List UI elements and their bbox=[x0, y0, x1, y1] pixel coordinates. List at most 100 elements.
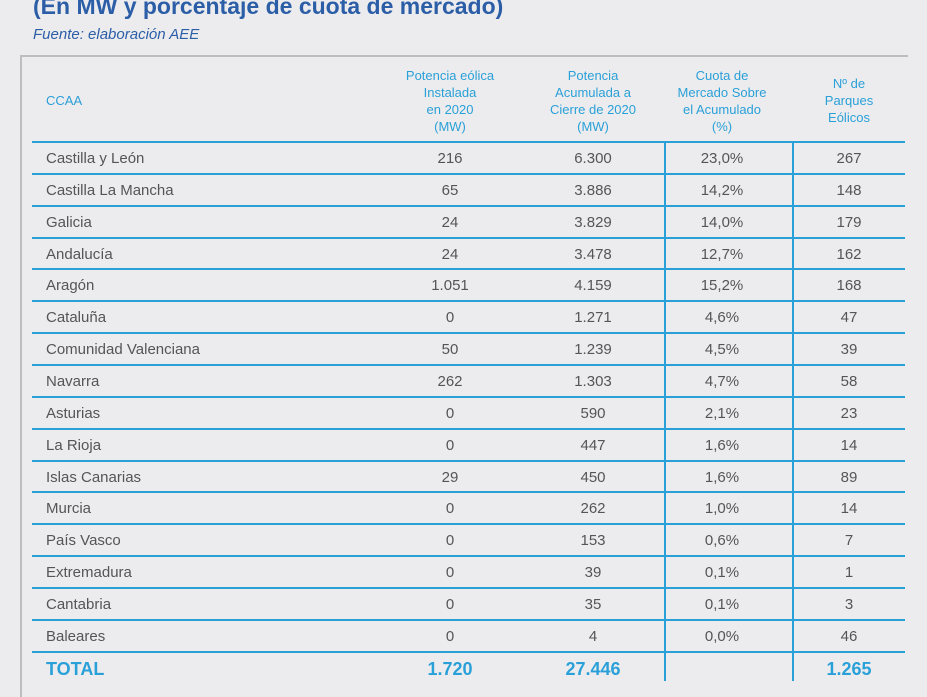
table-row: Aragón 1.051 4.159 15,2% 168 bbox=[32, 268, 905, 302]
installed-2020-cell: 0 bbox=[445, 404, 455, 422]
accumulated-cell: 6.300 bbox=[574, 150, 612, 167]
column-header: CCAA bbox=[46, 93, 83, 108]
table-row: La Rioja 0 447 1,6% 14 bbox=[32, 427, 905, 462]
market-share-cell: 23,0% bbox=[700, 150, 744, 167]
accumulated-cell: 1.239 bbox=[574, 341, 612, 359]
region-cell: Comunidad Valenciana bbox=[46, 341, 200, 359]
column-header: Cuota de Mercado Sobre el Acumulado (%) bbox=[677, 68, 767, 134]
source-note: Fuente: elaboración AEE bbox=[33, 26, 200, 43]
installed-2020-cell: 50 bbox=[441, 341, 459, 359]
market-share-cell: 0,6% bbox=[704, 532, 740, 550]
table-row: Asturias 0 590 2,1% 23 bbox=[32, 395, 905, 430]
market-share-cell: 12,7% bbox=[700, 245, 744, 263]
column-header: Potencia Acumulada a Cierre de 2020 (MW) bbox=[550, 68, 636, 134]
table-frame bbox=[20, 55, 908, 697]
region-cell: Baleares bbox=[46, 627, 106, 645]
parks-cell: 39 bbox=[840, 341, 858, 359]
table-row: Cantabria 0 35 0,1% 3 bbox=[32, 586, 905, 621]
table-row: Andalucía 24 3.478 12,7% 162 bbox=[32, 236, 905, 271]
table-row: Murcia 0 262 1,0% 14 bbox=[32, 491, 905, 525]
accumulated-cell: 262 bbox=[580, 500, 606, 518]
column-divider bbox=[664, 141, 666, 681]
region-cell: Castilla y León bbox=[46, 150, 145, 167]
installed-2020-cell: 24 bbox=[441, 245, 459, 263]
installed-2020-cell: 0 bbox=[445, 309, 455, 327]
column-divider bbox=[792, 141, 794, 681]
region-cell: Cantabria bbox=[46, 595, 112, 613]
column-header: Potencia eólica Instalada en 2020 (MW) bbox=[405, 68, 495, 134]
accumulated-cell: 3.886 bbox=[574, 181, 612, 199]
accumulated-cell: 447 bbox=[580, 436, 606, 454]
parks-cell: 89 bbox=[840, 468, 858, 486]
market-share-cell: 0,1% bbox=[704, 564, 740, 582]
table-row: Castilla y León 216 6.300 23,0% 267 bbox=[32, 141, 905, 175]
installed-2020-cell: 0 bbox=[445, 595, 455, 613]
installed-2020-cell: 262 bbox=[437, 372, 463, 390]
parks-cell: 162 bbox=[836, 245, 862, 263]
parks-cell: 46 bbox=[840, 627, 858, 645]
accumulated-cell: 450 bbox=[580, 468, 606, 486]
accumulated-cell: 27.446 bbox=[565, 658, 621, 679]
accumulated-cell: 1.271 bbox=[574, 309, 612, 327]
accumulated-cell: 590 bbox=[580, 404, 606, 422]
region-cell: País Vasco bbox=[46, 532, 121, 550]
region-cell: TOTAL bbox=[46, 658, 105, 679]
parks-cell: 58 bbox=[840, 372, 858, 390]
region-cell: Extremadura bbox=[46, 564, 132, 582]
parks-cell: 267 bbox=[836, 150, 862, 167]
market-share-cell: 4,6% bbox=[704, 309, 740, 327]
table-row: Castilla La Mancha 65 3.886 14,2% 148 bbox=[32, 172, 905, 207]
region-cell: Cataluña bbox=[46, 309, 107, 327]
installed-2020-cell: 29 bbox=[441, 468, 459, 486]
table-row: Navarra 262 1.303 4,7% 58 bbox=[32, 363, 905, 398]
table-row: Baleares 0 4 0,0% 46 bbox=[32, 618, 905, 653]
region-cell: La Rioja bbox=[46, 436, 102, 454]
accumulated-cell: 39 bbox=[584, 564, 602, 582]
parks-cell: 14 bbox=[840, 500, 858, 518]
table-row: País Vasco 0 153 0,6% 7 bbox=[32, 523, 905, 557]
market-share-cell: 4,7% bbox=[704, 372, 740, 390]
accumulated-cell: 4.159 bbox=[574, 277, 612, 295]
accumulated-cell: 3.478 bbox=[574, 245, 612, 263]
table-row: Galicia 24 3.829 14,0% 179 bbox=[32, 204, 905, 239]
region-cell: Navarra bbox=[46, 372, 100, 390]
installed-2020-cell: 0 bbox=[445, 436, 455, 454]
market-share-cell: 4,5% bbox=[704, 341, 740, 359]
accumulated-cell: 3.829 bbox=[574, 213, 612, 231]
region-cell: Castilla La Mancha bbox=[46, 181, 174, 199]
total-row: TOTAL 1.720 27.446 1.265 bbox=[32, 650, 905, 685]
accumulated-cell: 4 bbox=[588, 627, 598, 645]
market-share-cell bbox=[672, 653, 772, 683]
market-share-cell: 0,0% bbox=[704, 627, 740, 645]
market-share-cell: 1,6% bbox=[704, 436, 740, 454]
parks-cell: 47 bbox=[840, 309, 858, 327]
table-row: Cataluña 0 1.271 4,6% 47 bbox=[32, 300, 905, 334]
region-cell: Aragón bbox=[46, 277, 95, 295]
parks-cell: 3 bbox=[844, 595, 854, 613]
market-share-cell: 14,2% bbox=[700, 181, 744, 199]
parks-cell: 168 bbox=[836, 277, 862, 295]
accumulated-cell: 1.303 bbox=[574, 372, 612, 390]
installed-2020-cell: 24 bbox=[441, 213, 459, 231]
installed-2020-cell: 1.051 bbox=[431, 277, 469, 295]
region-cell: Islas Canarias bbox=[46, 468, 142, 486]
table-title: (En MW y porcentaje de cuota de mercado) bbox=[33, 0, 504, 19]
market-share-cell: 0,1% bbox=[704, 595, 740, 613]
region-cell: Andalucía bbox=[46, 245, 113, 263]
parks-cell: 14 bbox=[840, 436, 858, 454]
table-row: Islas Canarias 29 450 1,6% 89 bbox=[32, 459, 905, 494]
table-row: Extremadura 0 39 0,1% 1 bbox=[32, 555, 905, 589]
column-header: Nº de Parques Eólicos bbox=[824, 76, 874, 125]
accumulated-cell: 35 bbox=[584, 595, 602, 613]
installed-2020-cell: 0 bbox=[445, 627, 455, 645]
region-cell: Asturias bbox=[46, 404, 101, 422]
market-share-cell: 14,0% bbox=[700, 213, 744, 231]
parks-cell: 1 bbox=[844, 564, 854, 582]
installed-2020-cell: 1.720 bbox=[427, 658, 473, 679]
installed-2020-cell: 0 bbox=[445, 532, 455, 550]
installed-2020-cell: 0 bbox=[445, 564, 455, 582]
installed-2020-cell: 216 bbox=[437, 150, 463, 167]
region-cell: Galicia bbox=[46, 213, 92, 231]
table-row: Comunidad Valenciana 50 1.239 4,5% 39 bbox=[32, 332, 905, 366]
accumulated-cell: 153 bbox=[580, 532, 606, 550]
